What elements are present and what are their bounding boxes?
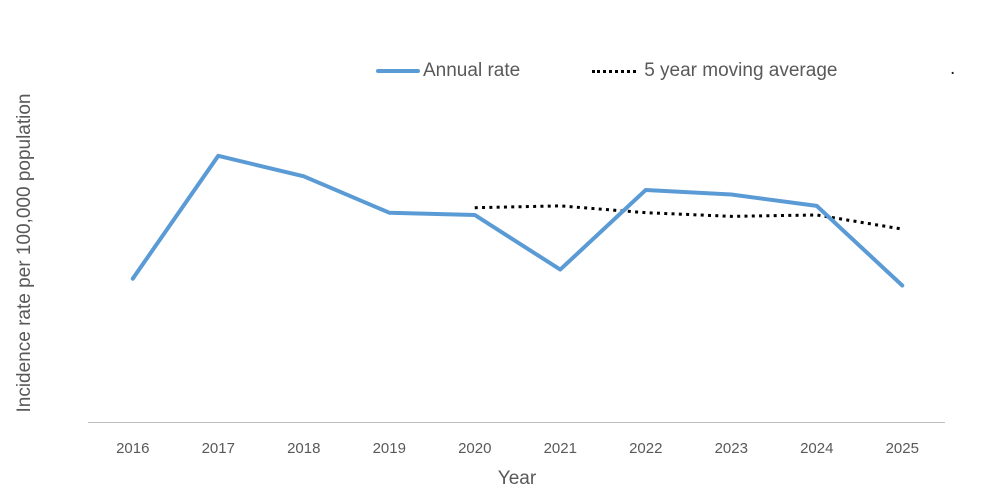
x-tick-label: 2023 [714,440,748,457]
legend-label-moving-average: 5 year moving average [644,60,838,81]
solid-line-swatch [376,69,420,73]
x-tick-label: 2019 [372,440,406,457]
annual-rate-line [130,153,905,288]
x-tick-label: 2022 [629,440,663,457]
x-axis-title: Year [497,468,537,489]
legend: Annual rate 5 year moving average [376,60,837,82]
legend-item-annual-rate: Annual rate [376,60,520,82]
x-tick-label: 2025 [885,440,919,457]
legend-item-moving-average: 5 year moving average [592,60,837,82]
stray-period-mark: . [950,58,956,79]
x-tick-label: 2016 [116,440,150,457]
x-tick-label: 2021 [543,440,577,457]
x-tick-label: 2017 [201,440,235,457]
dotted-line-swatch [592,69,637,73]
legend-label-annual-rate: Annual rate [423,60,521,81]
x-tick-label: 2024 [800,440,834,457]
moving-average-line [474,204,903,231]
x-tick-label: 2018 [287,440,321,457]
x-tick-label: 2020 [458,440,492,457]
